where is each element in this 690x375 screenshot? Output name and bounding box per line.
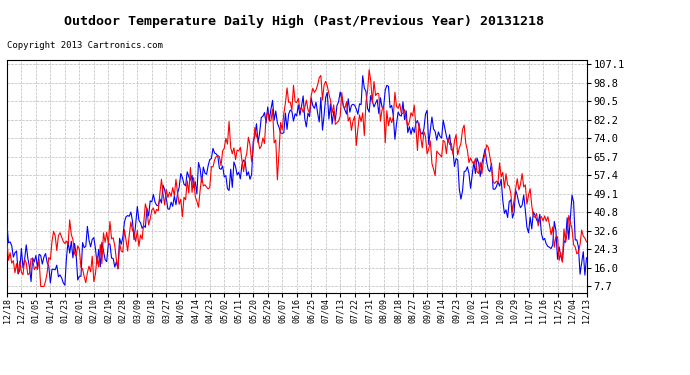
Text: Outdoor Temperature Daily High (Past/Previous Year) 20131218: Outdoor Temperature Daily High (Past/Pre… <box>63 15 544 28</box>
Text: Copyright 2013 Cartronics.com: Copyright 2013 Cartronics.com <box>7 41 163 50</box>
Text: Past  (°F): Past (°F) <box>535 37 593 47</box>
Text: Previous  (°F): Previous (°F) <box>430 37 512 47</box>
